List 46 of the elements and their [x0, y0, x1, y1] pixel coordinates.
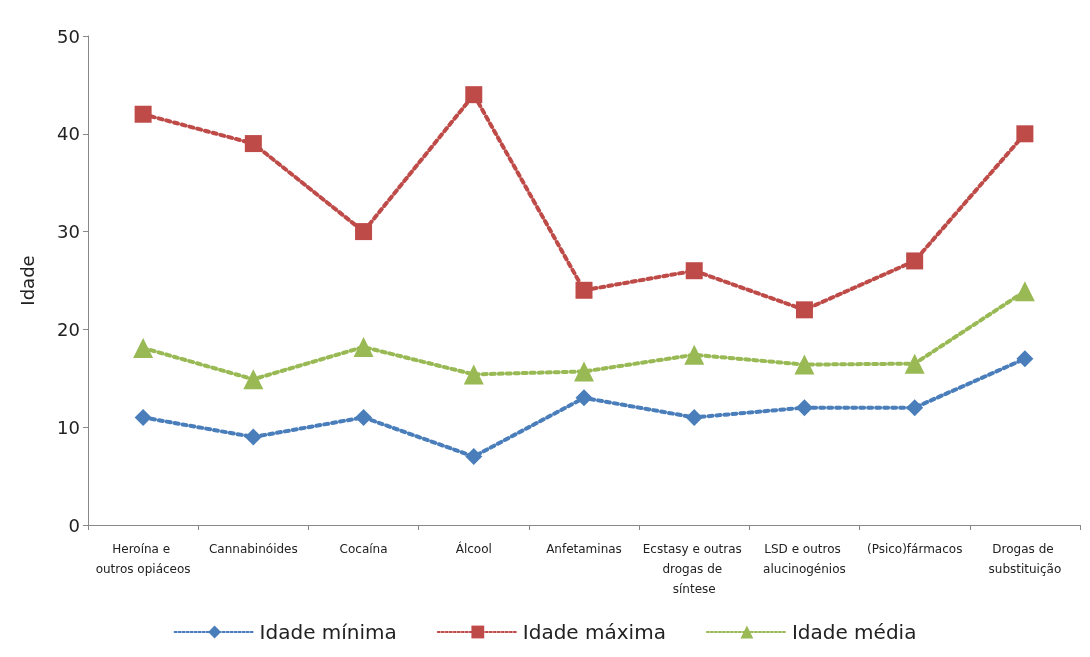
y-tick-label: 30 [57, 221, 80, 243]
point [575, 389, 593, 407]
point [244, 135, 262, 153]
legend-label: Idade média [791, 620, 917, 644]
y-axis-title: Idade [16, 255, 38, 306]
point [684, 344, 705, 365]
x-tick-label: Cocaína [339, 542, 388, 556]
x-tick-label: Drogas de substituição [988, 542, 1062, 576]
point [133, 337, 154, 358]
point [243, 369, 264, 390]
point [1014, 281, 1035, 302]
x-tick-label: Álcool [455, 541, 492, 556]
point [904, 353, 925, 374]
point [575, 281, 593, 299]
point [795, 301, 813, 319]
y-tick-label: 10 [57, 416, 80, 438]
point [1016, 350, 1034, 368]
point [794, 354, 815, 375]
point [134, 408, 152, 426]
point [465, 448, 483, 466]
point [463, 364, 484, 385]
point [355, 223, 373, 241]
x-tick-label: Anfetaminas [546, 542, 622, 556]
legend-label: Idade máxima [522, 620, 666, 644]
y-tick-label: 0 [68, 514, 80, 536]
point [574, 361, 594, 382]
x-tick-label: Heroína e outros opiáceos [95, 542, 191, 576]
point [795, 399, 813, 417]
point [353, 337, 374, 357]
point [465, 86, 483, 104]
x-tick-label: Cannabinóides [208, 542, 298, 556]
point [355, 408, 373, 426]
point [906, 399, 924, 417]
point [685, 262, 703, 280]
point [1016, 125, 1034, 143]
y-tick-label: 20 [57, 318, 80, 340]
x-tick-label: Ecstasy e outras drogas de síntese [642, 542, 746, 596]
point [685, 408, 703, 426]
point [134, 105, 152, 123]
y-tick-label: 40 [57, 123, 80, 145]
legend-label: Idade mínima [259, 620, 397, 644]
point [244, 428, 262, 446]
x-tick-label: LSD e outros alucinogénios [763, 542, 846, 576]
point [906, 252, 924, 270]
y-tick-label: 50 [57, 25, 80, 47]
x-tick-label: (Psico)fármacos [866, 542, 963, 556]
